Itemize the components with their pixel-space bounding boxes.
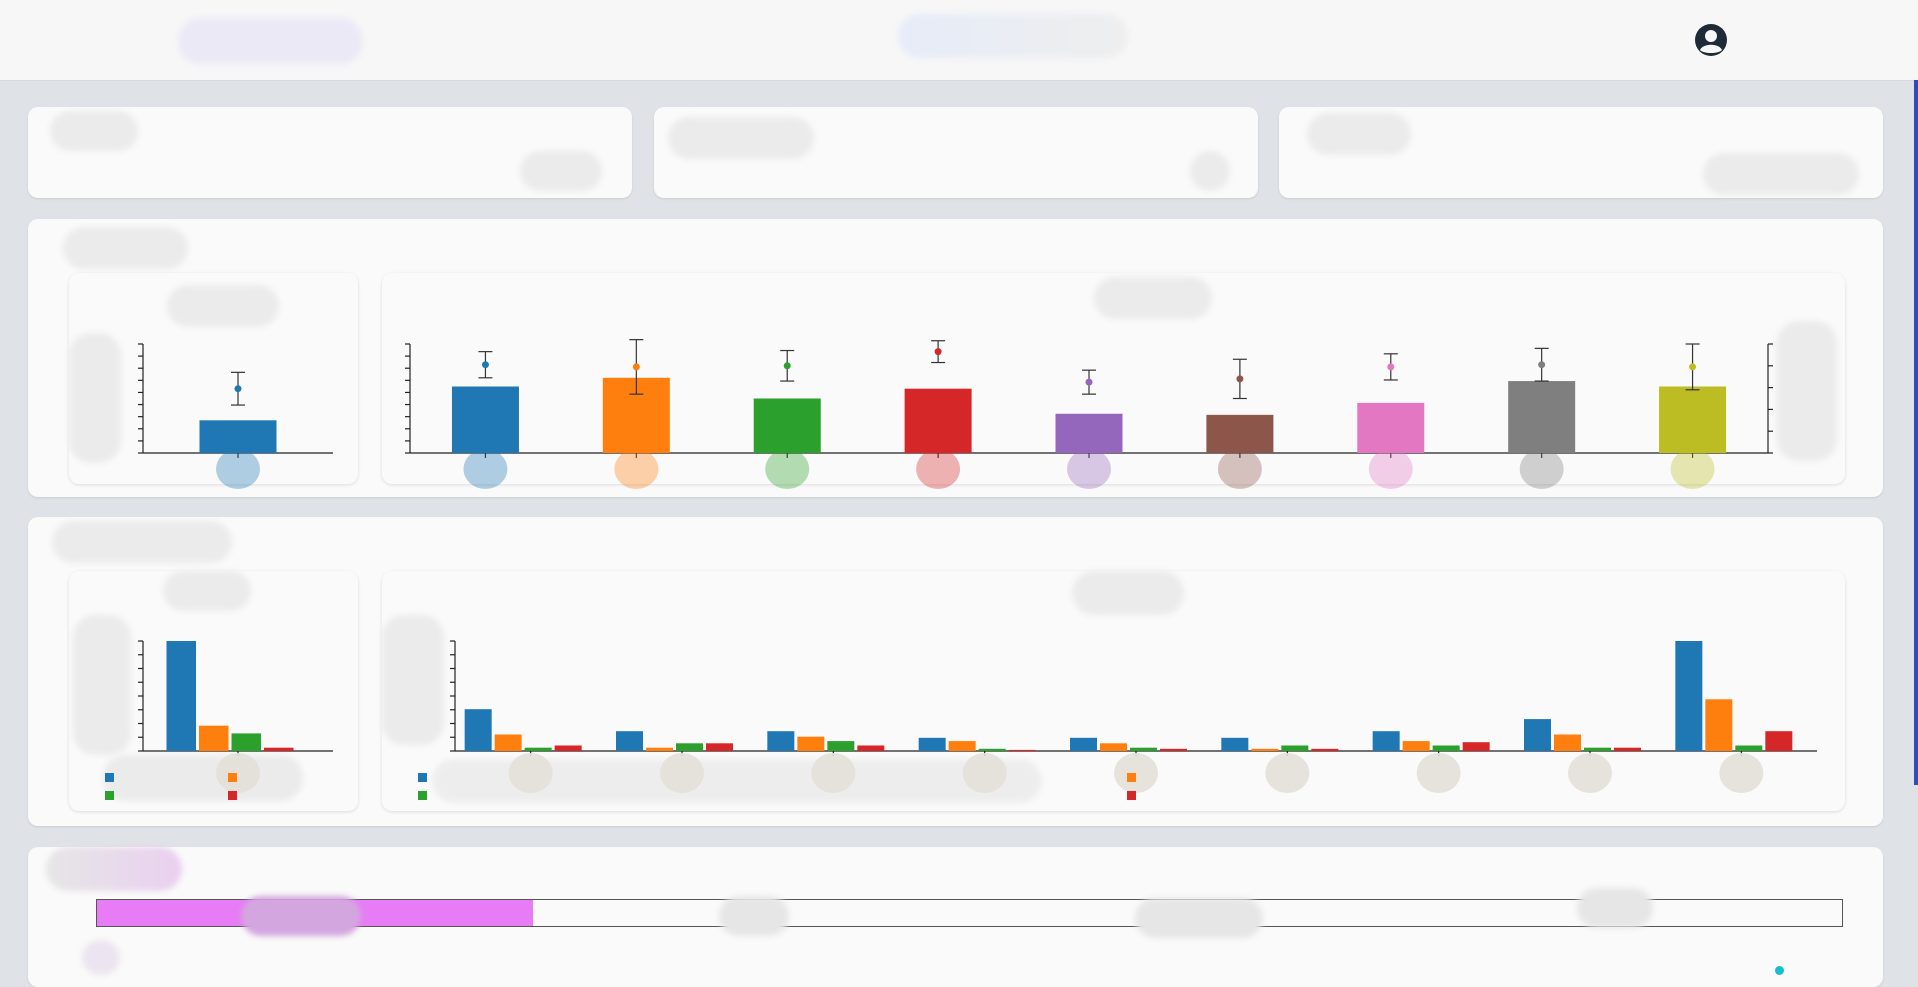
y-axis-label: [382, 615, 444, 745]
summary-card-value: [1190, 151, 1230, 191]
chart-panel-large-1: [382, 273, 1845, 484]
progress-marker-label: [1135, 898, 1263, 938]
summary-card-title: [668, 117, 814, 159]
section-title: [46, 847, 182, 891]
user-circle-icon[interactable]: [1694, 23, 1728, 57]
section-title: [52, 521, 232, 563]
section-title: [63, 227, 188, 269]
chart-title: [1094, 277, 1212, 319]
small-label: [82, 940, 120, 975]
scrollbar-accent[interactable]: [1914, 80, 1918, 785]
summary-card-1: [28, 107, 632, 198]
chart-panel-small-2: [69, 571, 358, 811]
chart-panel-small-1: [69, 273, 358, 484]
summary-card-3: [1279, 107, 1883, 198]
legend: [432, 759, 1042, 803]
y-axis-label: [69, 333, 121, 463]
progress-marker-label: [1577, 888, 1653, 928]
progress-label: [241, 896, 361, 936]
status-dot: [1775, 966, 1784, 975]
section-grouped-counts: [28, 517, 1883, 826]
section-mean-values: [28, 219, 1883, 497]
summary-card-title: [1307, 113, 1411, 155]
summary-card-value: [1703, 153, 1859, 195]
chart-title: [1072, 571, 1184, 615]
secondary-y-axis-label: [1777, 321, 1837, 461]
center-header-label: [898, 14, 1128, 58]
chart-title: [163, 571, 251, 611]
y-axis-label: [73, 615, 131, 755]
summary-card-title: [50, 111, 138, 151]
summary-card-2: [654, 107, 1258, 198]
app-title: [178, 18, 363, 64]
chart-panel-large-2: [382, 571, 1845, 811]
top-app-bar: [0, 0, 1918, 81]
progress-bar: [96, 888, 1843, 938]
chart-title: [167, 285, 279, 327]
legend: [103, 755, 303, 801]
summary-card-value: [520, 151, 602, 191]
progress-marker-label: [719, 896, 789, 936]
